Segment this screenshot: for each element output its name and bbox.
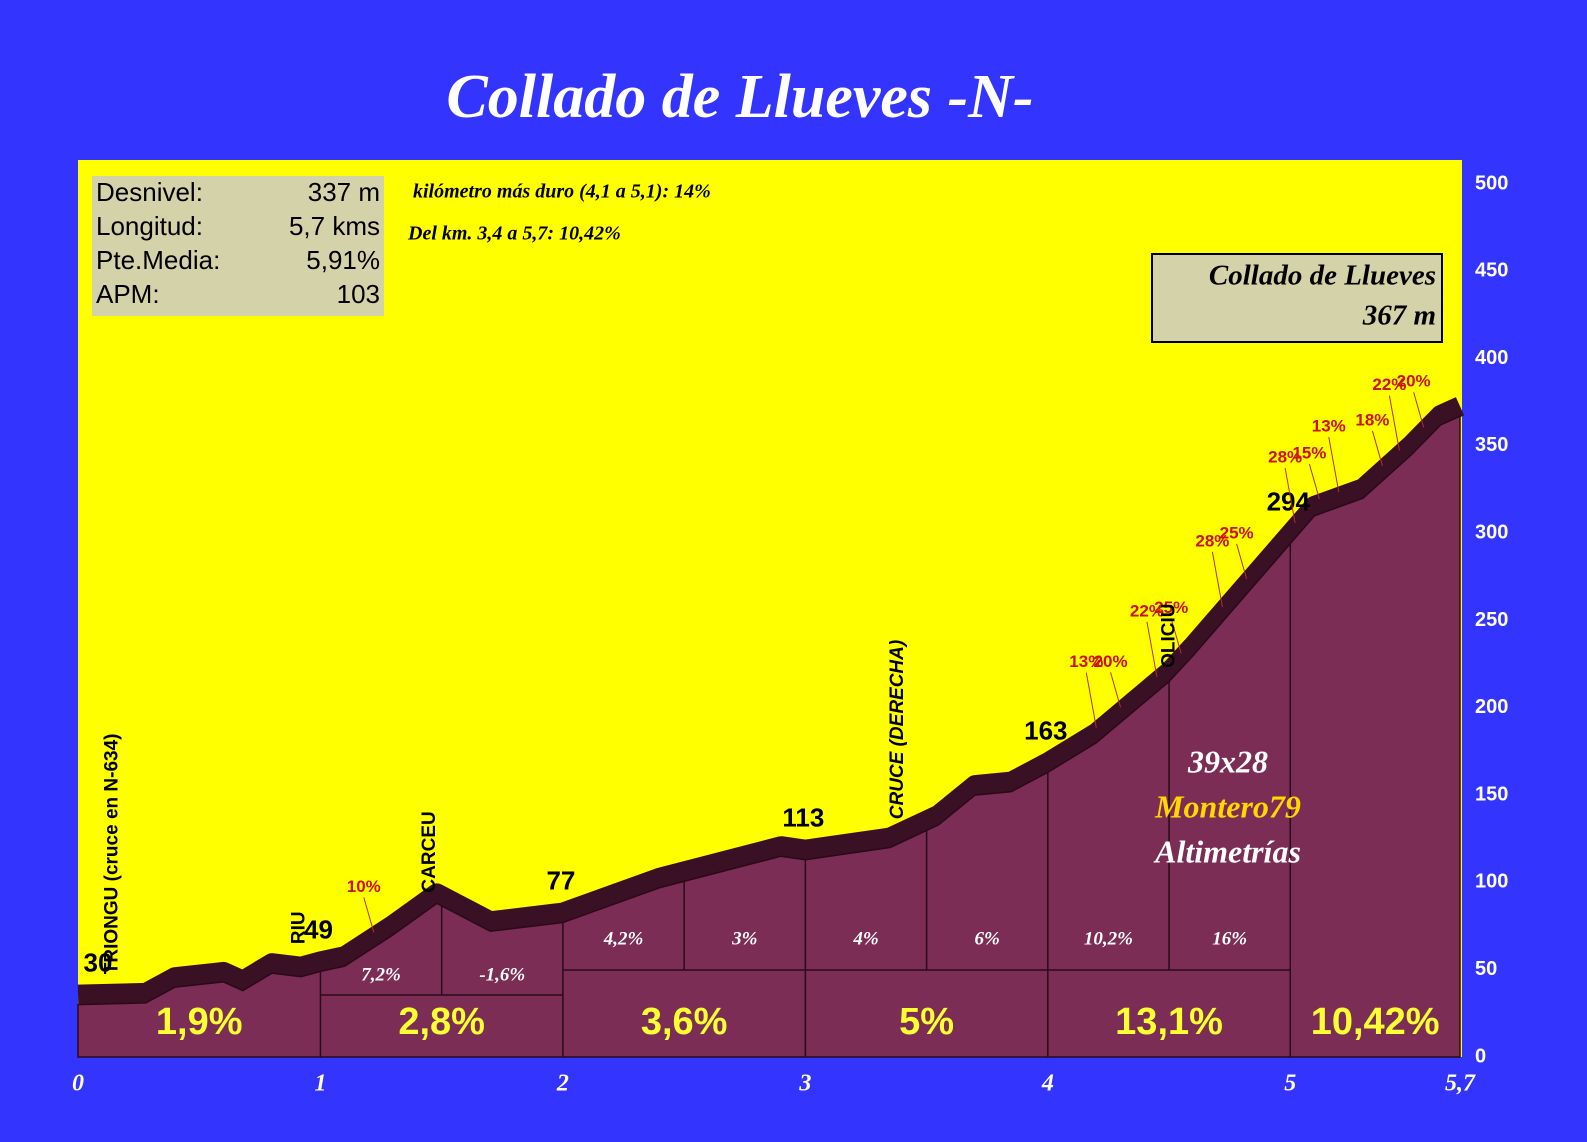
credit: Altimetrías [1153,833,1301,869]
steep-pointer [1308,463,1320,500]
y-tick-label: 150 [1475,783,1508,805]
half-gradient-label: -1,6% [479,964,525,985]
steep-pointer [363,897,375,933]
gradient-label: 13,1% [1115,1001,1223,1043]
steep-pointer [1371,430,1383,466]
steep-label: 13% [1069,652,1103,671]
altitude-label: 49 [304,914,333,944]
altitude-label: 77 [546,865,575,895]
y-tick-label: 200 [1475,696,1508,718]
steep-pointer [1236,543,1248,580]
steep-pointer [1146,621,1158,677]
gradient-label: 3,6% [641,1001,728,1043]
stat-name: Longitud: [96,211,203,241]
steep-pointer [1284,467,1296,524]
x-tick-label: 5 [1284,1071,1296,1097]
steep-pointer [1085,672,1097,728]
half-gradient-label: 7,2% [361,964,401,985]
place-label: TRIONGU (cruce en N-634) [102,734,123,975]
y-tick-label: 450 [1475,260,1508,282]
y-tick-label: 50 [1475,958,1497,980]
steep-pointer [1170,618,1182,654]
y-tick-label: 400 [1475,347,1508,369]
steep-label: 20% [1397,372,1431,391]
note: Del km. 3,4 a 5,7: 10,42% [407,223,621,245]
altitude-label: 163 [1024,715,1067,745]
y-tick-label: 350 [1475,434,1508,456]
note: kilómetro más duro (4,1 a 5,1): 14% [413,181,711,203]
summit-label: 367 m [1362,300,1436,332]
gradient-label: 2,8% [398,1001,485,1043]
steep-label: 28% [1268,448,1302,467]
stat-value: 103 [337,279,380,309]
stat-name: APM: [96,279,160,309]
gradient-label: 1,9% [156,1001,243,1043]
steep-label: 22% [1130,601,1164,620]
steep-label: 13% [1312,416,1346,435]
y-tick-label: 0 [1475,1045,1486,1067]
half-gradient-label: 10,2% [1084,928,1133,949]
place-label: OLICIU [1159,604,1180,668]
y-tick-label: 250 [1475,609,1508,631]
half-gradient-label: 3% [731,928,757,949]
half-gradient-label: 4,2% [603,928,644,949]
credit: 39x28 [1187,743,1268,779]
steep-pointer [1110,672,1122,708]
summit-label: Collado de Llueves [1209,260,1436,292]
y-tick-label: 100 [1475,871,1508,893]
steep-pointer [1388,395,1400,451]
stat-name: Pte.Media: [96,245,220,275]
x-tick-label: 3 [798,1071,811,1097]
half-gradient-label: 16% [1212,928,1247,949]
x-tick-label: 0 [72,1071,84,1097]
gradient-label: 5% [899,1001,954,1043]
steep-pointer [1413,392,1425,428]
stats-box [92,176,384,316]
steep-label: 25% [1220,523,1254,542]
altitude-label: 30 [84,947,113,977]
stat-value: 5,7 kms [289,211,380,241]
altitude-label: 294 [1267,487,1311,517]
credit: Montero79 [1154,788,1301,824]
half-gradient-label: 6% [975,928,1000,949]
stat-name: Desnivel: [96,177,203,207]
y-tick-label: 500 [1475,172,1508,194]
place-label: CRUCE (DERECHA) [887,640,908,819]
steep-label: 18% [1355,410,1389,429]
half-gradient-label: 4% [852,928,878,949]
x-tick-label: 2 [556,1071,569,1097]
x-tick-label: 4 [1041,1071,1054,1097]
x-tick-label: 5,7 [1445,1071,1476,1097]
stat-value: 337 m [308,177,380,207]
steep-label: 22% [1372,375,1406,394]
altitude-label: 113 [782,803,824,833]
chart-title: Collado de Llueves -N- [446,63,1033,131]
place-label: RIU [288,911,309,944]
summit-box [1151,253,1443,343]
x-tick-label: 1 [314,1071,326,1097]
gradient-label: 10,42% [1311,1001,1440,1043]
profile-band [77,397,1465,1005]
steep-label: 20% [1094,652,1128,671]
y-tick-label: 300 [1475,521,1508,543]
steep-pointer [1211,551,1223,607]
steep-label: 28% [1195,531,1229,550]
steep-label: 15% [1292,443,1326,462]
steep-pointer [1328,436,1340,493]
profile-area [77,415,1461,1058]
place-label: CARCEU [419,811,440,892]
stat-value: 5,91% [306,245,380,275]
steep-label: 25% [1154,598,1188,617]
steep-label: 10% [347,877,381,896]
